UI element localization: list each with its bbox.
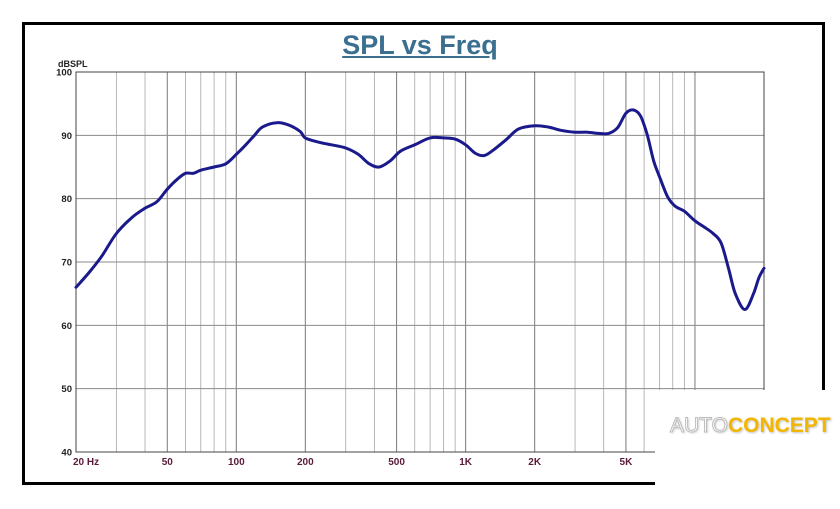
y-tick-label: 70 (61, 258, 72, 269)
x-tick-label: 20 Hz (73, 457, 99, 468)
watermark-auto: AUTO (670, 414, 729, 438)
x-tick-label: 2K (528, 457, 542, 468)
y-tick-label: 80 (61, 194, 72, 205)
spl-curve (74, 108, 766, 311)
chart-title: SPL vs Freq (342, 30, 498, 60)
y-tick-label: 50 (61, 384, 72, 395)
x-tick-label: 200 (297, 457, 314, 468)
watermark-logo: AUTOCONCEPT (670, 414, 831, 438)
watermark-concept: CONCEPT (727, 414, 831, 437)
y-tick-label: 100 (56, 68, 72, 79)
chart-frame (22, 22, 825, 485)
y-tick-label: 90 (61, 131, 72, 142)
plot-border (75, 71, 765, 453)
x-tick-label: 500 (388, 457, 405, 468)
watermark-background (655, 390, 840, 509)
y-axis-label: dBSPL (58, 59, 88, 69)
x-tick-label: 1K (459, 457, 473, 468)
x-tick-label: 5K (620, 457, 634, 468)
y-tick-label: 40 (61, 448, 72, 459)
x-tick-label: 50 (162, 457, 174, 468)
x-tick-label: 100 (228, 457, 245, 468)
y-tick-label: 60 (61, 321, 72, 332)
